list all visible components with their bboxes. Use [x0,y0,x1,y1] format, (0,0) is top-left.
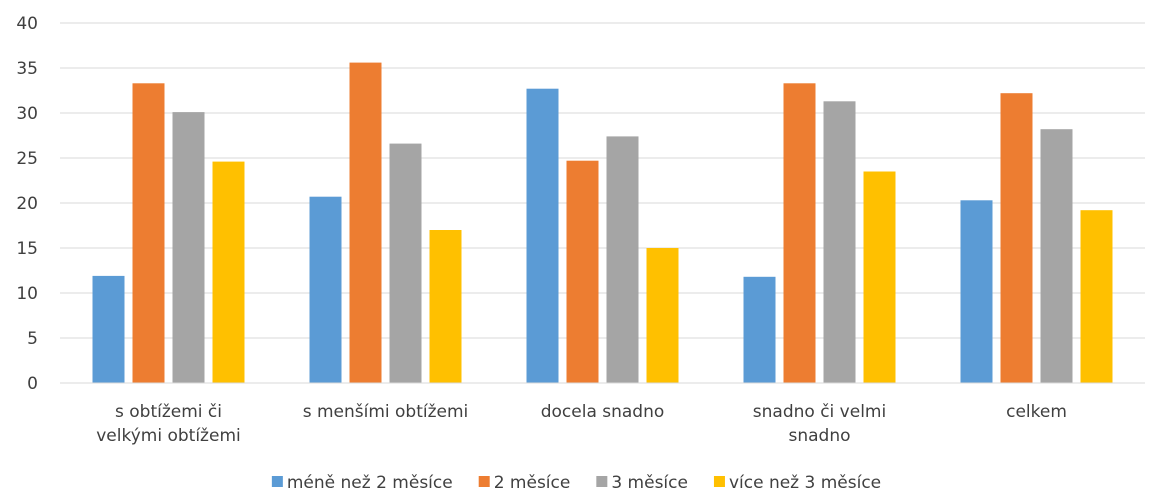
y-tick-label: 30 [16,104,38,124]
y-tick-label: 35 [16,59,38,79]
y-axis-tick-labels: 0 5 10 15 20 25 30 35 40 [16,14,38,394]
bar [172,112,205,383]
legend-swatch [596,476,608,487]
bars [92,62,1113,384]
legend-label: 3 měsíce [611,473,688,493]
y-tick-label: 0 [27,374,38,394]
category-label: velkými obtížemi [96,426,240,446]
category-label: docela snadno [541,402,665,422]
bar [389,143,422,383]
bar [823,101,856,384]
bar [783,83,816,384]
bar [309,196,342,383]
bar [606,136,639,383]
bar [526,88,559,383]
legend-swatch [478,476,490,487]
bar [132,83,165,384]
category-label: snadno či velmi [753,402,886,422]
category-label: snadno [788,426,850,446]
legend-label: více než 3 měsíce [729,473,881,493]
category-label: s menšími obtížemi [303,402,469,422]
y-tick-label: 15 [16,239,38,259]
bar [960,200,993,383]
bar [349,62,382,383]
bar [92,275,125,383]
category-label: s obtížemi či [115,402,222,422]
legend-swatch [271,476,283,487]
bar [1000,93,1033,383]
bar [1080,210,1113,383]
bar [566,160,599,383]
bar [1040,129,1073,383]
legend-swatch [713,476,725,487]
y-tick-label: 5 [27,329,38,349]
bar [429,230,462,383]
legend: méně než 2 měsíce 2 měsíce 3 měsíce více ne… [271,473,881,493]
y-tick-label: 40 [16,14,38,34]
bar [212,161,245,383]
category-labels: s obtížemi či velkými obtížemi s menšími o… [96,402,1067,446]
legend-label: méně než 2 měsíce [287,473,453,493]
y-tick-label: 20 [16,194,38,214]
y-tick-label: 25 [16,149,38,169]
category-label: celkem [1006,402,1067,422]
bar [863,171,896,383]
bar [646,248,679,383]
y-tick-label: 10 [16,284,38,304]
bar [743,276,776,383]
legend-label: 2 měsíce [494,473,571,493]
